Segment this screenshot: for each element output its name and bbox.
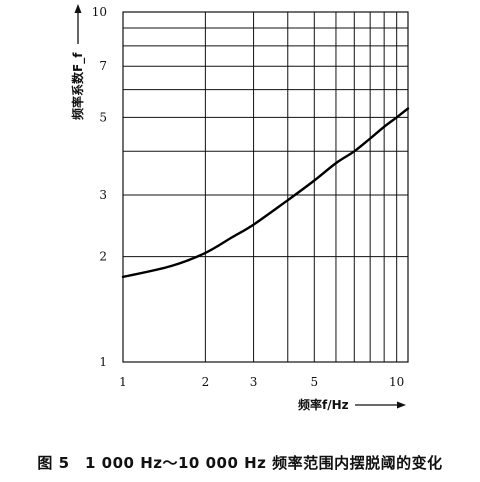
x-tick-label-3: 3 <box>250 375 258 389</box>
y-tick-label-1: 1 <box>99 355 107 369</box>
y-tick-label-2: 2 <box>99 250 107 264</box>
y-tick-label-3: 3 <box>99 188 107 202</box>
x-axis-label: 频率f/Hz <box>298 397 349 412</box>
y-tick-label-5: 5 <box>99 110 107 124</box>
tick-labels: 1 2 3 5 10 1 2 3 5 7 10 <box>92 5 405 389</box>
x-tick-label-1: 1 <box>119 375 127 389</box>
y-tick-label-7: 7 <box>99 59 107 73</box>
x-tick-label-10: 10 <box>389 375 404 389</box>
x-tick-label-2: 2 <box>202 375 210 389</box>
series-line-0 <box>121 107 410 279</box>
x-tick-label-5: 5 <box>310 375 318 389</box>
grid <box>122 11 409 363</box>
y-axis-arrowhead <box>74 4 82 13</box>
plot-frame <box>122 11 409 363</box>
y-tick-label-10: 10 <box>92 5 107 19</box>
x-axis-arrowhead <box>397 401 406 409</box>
axis-labels: 频率f/Hz 频率系数F_f <box>70 4 406 412</box>
chart: 1 2 3 5 10 1 2 3 5 7 10 频率f/Hz 频率系数F_f <box>70 4 410 412</box>
y-axis-label: 频率系数F_f <box>70 52 86 120</box>
curve-layer <box>121 107 410 279</box>
figure-caption: 图 5 1 000 Hz～10 000 Hz 频率范围内摆脱阈的变化 <box>37 454 443 472</box>
